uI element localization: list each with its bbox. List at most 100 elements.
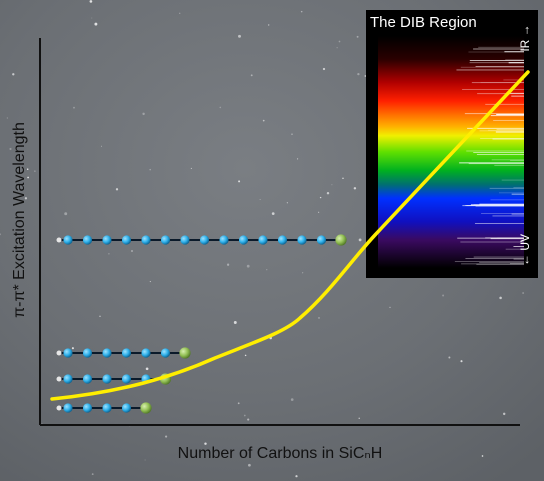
star: [165, 435, 168, 438]
star: [499, 296, 502, 300]
carbon-atom: [121, 348, 132, 358]
star: [71, 347, 74, 350]
carbon-atom: [102, 235, 112, 245]
star: [73, 106, 75, 109]
star: [286, 202, 288, 204]
carbon-atom: [121, 374, 132, 384]
star: [522, 292, 524, 294]
carbon-atom: [160, 235, 171, 245]
carbon-atom: [141, 348, 151, 358]
carbon-atom: [102, 348, 112, 358]
star: [358, 238, 362, 242]
silicon-atom: [179, 347, 191, 359]
star: [297, 158, 299, 160]
star: [26, 168, 29, 170]
inset-title: The DIB Region: [370, 14, 477, 31]
carbon-atom: [121, 235, 132, 245]
y-axis-label-container: π-π* Excitation Wavelength: [6, 70, 34, 370]
carbon-atom: [82, 403, 93, 413]
star: [336, 47, 338, 49]
uv-label: ← UV: [518, 233, 532, 267]
star: [331, 184, 333, 186]
star: [9, 147, 12, 151]
carbon-atom: [102, 403, 112, 413]
star: [353, 187, 357, 190]
star: [262, 119, 265, 122]
molecule-sic14h: [56, 234, 347, 246]
star: [149, 281, 151, 283]
carbon-atom: [316, 235, 327, 245]
star: [259, 199, 261, 200]
star: [291, 133, 293, 135]
star: [318, 316, 320, 319]
star: [290, 398, 294, 401]
star: [295, 475, 298, 478]
star: [481, 455, 484, 457]
star: [318, 211, 320, 213]
star: [389, 306, 391, 309]
carbon-atom: [297, 235, 307, 245]
ir-label-container: IR →: [514, 22, 536, 54]
star: [226, 263, 230, 266]
silicon-atom: [335, 234, 347, 246]
star: [247, 418, 250, 421]
carbon-atom: [82, 374, 93, 384]
carbon-atom: [180, 235, 190, 245]
carbon-atom: [219, 235, 229, 245]
molecule-sic5h: [56, 373, 172, 385]
star: [250, 74, 253, 77]
x-axis-label: Number of Carbons in SiCₙH: [177, 445, 383, 462]
star: [248, 463, 251, 467]
star: [326, 191, 330, 195]
star: [267, 24, 270, 26]
star: [322, 67, 326, 71]
silicon-atom: [140, 402, 152, 414]
y-axis-label: π-π* Excitation Wavelength: [11, 122, 28, 318]
star: [130, 249, 134, 253]
carbon-atom: [121, 403, 132, 413]
carbon-atom: [102, 374, 112, 384]
star: [302, 272, 304, 274]
carbon-atom: [238, 235, 249, 245]
star: [219, 106, 222, 109]
star: [94, 22, 98, 26]
star: [243, 414, 246, 417]
carbon-atom: [82, 235, 93, 245]
star: [342, 177, 344, 180]
star: [246, 264, 250, 268]
star: [271, 212, 275, 215]
star: [502, 412, 506, 416]
star: [6, 117, 8, 119]
star: [108, 253, 110, 255]
star: [204, 442, 207, 445]
star: [145, 367, 149, 371]
carbon-atom: [160, 348, 171, 358]
star: [34, 170, 36, 172]
hydrogen-atom: [56, 237, 62, 243]
carbon-atom: [141, 235, 151, 245]
hydrogen-atom: [56, 350, 62, 356]
star: [238, 34, 241, 38]
star: [300, 10, 303, 13]
star: [237, 402, 240, 405]
star: [460, 360, 463, 363]
star: [91, 17, 93, 19]
hydrogen-atom: [56, 376, 62, 382]
molecule-chains: [56, 234, 347, 414]
absorption-lines: [454, 46, 524, 265]
carbon-atom: [199, 235, 210, 245]
molecule-sic4h: [56, 402, 152, 414]
carbon-atom: [63, 348, 73, 358]
carbon-atom: [258, 235, 268, 245]
star: [238, 180, 241, 183]
star: [142, 112, 145, 116]
star: [442, 294, 445, 297]
carbon-atom: [63, 235, 73, 245]
uv-label-container: ← UV: [514, 232, 536, 268]
star: [144, 459, 146, 461]
ir-label: IR →: [518, 24, 532, 52]
star: [89, 0, 93, 3]
star: [24, 197, 28, 200]
carbon-atom: [63, 374, 73, 384]
